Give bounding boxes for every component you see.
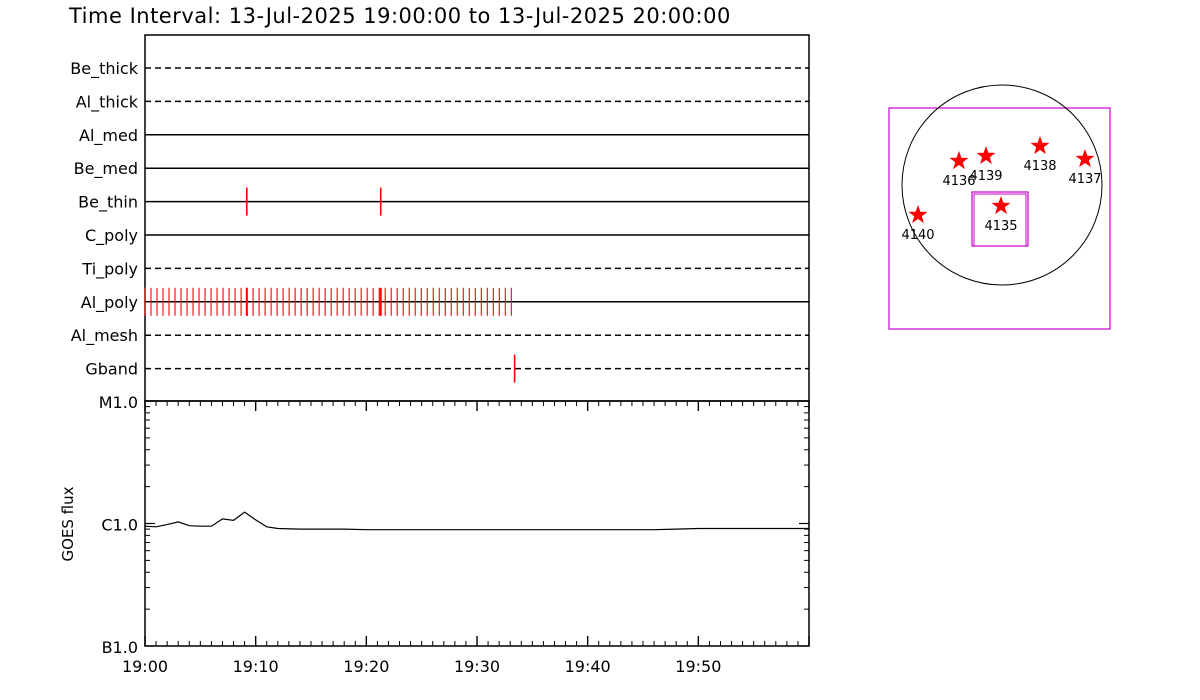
active-region-label: 4138 [1023, 159, 1056, 174]
active-region: 4140 [901, 205, 935, 243]
active-region: 4138 [1023, 136, 1057, 174]
channel-label: Be_thick [70, 59, 138, 79]
solar-disk-outline [901, 84, 1103, 286]
active-region: 4137 [1068, 149, 1102, 187]
channel-label: Al_poly [81, 293, 138, 313]
goes-frame [144, 400, 810, 647]
active-region: 4135 [984, 196, 1018, 234]
channel-row: Al_mesh [71, 326, 809, 346]
active-region: 4139 [969, 146, 1003, 184]
active-region-label: 4137 [1068, 172, 1101, 187]
channel-row: Al_poly [81, 287, 809, 316]
goes-flux-line [144, 511, 809, 531]
active-region-star [1030, 136, 1050, 155]
x-tick-label: 19:20 [343, 657, 389, 676]
y-tick-label: M1.0 [99, 393, 138, 412]
channel-row: Gband [85, 354, 809, 383]
active-region-label: 4136 [942, 174, 975, 189]
x-tick-label: 19:40 [565, 657, 611, 676]
field-of-view-box-inner [973, 193, 1027, 247]
channel-label: Be_med [74, 159, 138, 179]
channel-timeline-panel: Be_thick Al_thick Al_med Be_med Be_thin C_pol… [70, 34, 810, 402]
channel-row: Al_thick [76, 92, 809, 112]
channel-label: Al_mesh [71, 326, 138, 346]
channel-label: Al_thick [76, 92, 139, 112]
channel-row: C_poly [85, 226, 809, 246]
active-region-star [949, 151, 969, 170]
x-tick-label: 19:10 [233, 657, 279, 676]
active-region-star [1075, 149, 1095, 168]
active-region-label: 4135 [984, 219, 1017, 234]
map-outer-frame [888, 107, 1111, 330]
channel-label: C_poly [85, 226, 138, 246]
figure-title: Time Interval: 13-Jul-2025 19:00:00 to 1… [68, 4, 731, 28]
channel-label: Gband [85, 360, 138, 379]
timeline-frame [144, 34, 810, 402]
channel-row: Be_med [74, 159, 809, 179]
channel-label: Ti_poly [81, 259, 138, 279]
active-region-label: 4140 [901, 228, 934, 243]
x-tick-label: 19:50 [675, 657, 721, 676]
active-region: 4136 [942, 151, 976, 189]
channel-row: Be_thick [70, 59, 809, 79]
x-tick-label: 19:00 [122, 657, 168, 676]
x-tick-label: 19:30 [454, 657, 500, 676]
active-region-star [976, 146, 996, 165]
active-region-star [908, 205, 928, 224]
active-region-label: 4139 [969, 169, 1002, 184]
channel-label: Be_thin [78, 193, 138, 213]
channel-row: Al_med [79, 126, 809, 146]
channel-row: Be_thin [78, 187, 809, 216]
active-region-star [991, 196, 1011, 215]
y-axis-title: GOES flux [59, 486, 77, 561]
y-tick-label: B1.0 [102, 638, 138, 657]
goes-flux-panel: M1.0 C1.0 B1.019:00 19:10 19:20 19:30 19:40 19:… [59, 393, 810, 676]
channel-row: Ti_poly [81, 259, 809, 279]
channel-label: Al_med [79, 126, 138, 146]
y-tick-label: C1.0 [101, 516, 138, 535]
